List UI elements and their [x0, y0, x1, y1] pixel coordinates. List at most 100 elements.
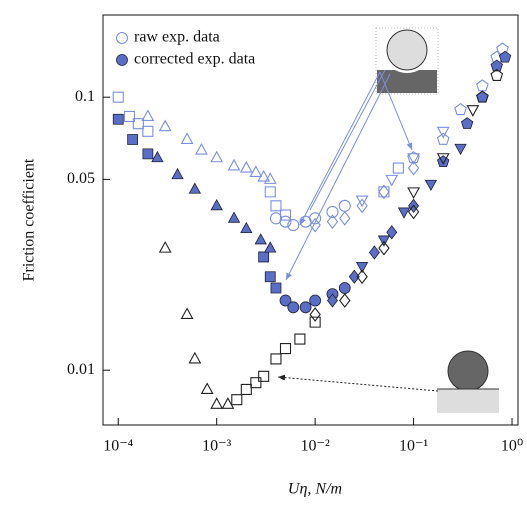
marker [180, 307, 194, 320]
marker [355, 195, 369, 208]
marker [466, 105, 480, 117]
series [231, 316, 321, 406]
marker [454, 143, 467, 156]
y-tick-label: 0.1 [75, 88, 95, 105]
marker [249, 165, 263, 178]
marker [460, 117, 474, 129]
marker [240, 221, 253, 234]
marker [368, 245, 380, 260]
marker [436, 126, 450, 139]
marker [407, 204, 420, 220]
marker [407, 153, 421, 165]
marker [309, 217, 321, 233]
marker [309, 294, 322, 307]
marker [498, 50, 512, 63]
marker [158, 119, 172, 132]
marker [142, 125, 154, 137]
marker [142, 148, 154, 160]
marker [112, 113, 124, 125]
marker [355, 262, 369, 274]
marker [264, 186, 276, 198]
marker [338, 282, 351, 294]
marker [158, 240, 172, 253]
marker [476, 79, 489, 92]
marker [210, 199, 223, 211]
series [355, 126, 450, 208]
marker [378, 240, 390, 256]
marker [200, 382, 214, 395]
arrows [277, 69, 439, 392]
marker [195, 142, 208, 155]
marker [424, 179, 438, 192]
marker [240, 383, 252, 396]
marker [436, 153, 450, 165]
marker [385, 174, 399, 187]
marker [279, 209, 292, 221]
inset-raw [375, 27, 439, 95]
marker [263, 172, 277, 184]
series [437, 50, 512, 168]
marker [356, 269, 368, 285]
marker [270, 200, 282, 212]
series [476, 68, 504, 103]
marker [356, 198, 368, 214]
marker [264, 241, 277, 253]
marker [348, 269, 360, 284]
marker [407, 187, 421, 200]
marker [270, 282, 282, 294]
x-tick-label: 10⁰ [501, 438, 523, 455]
marker [112, 91, 124, 103]
marker [250, 377, 262, 389]
marker [378, 184, 390, 200]
marker [326, 293, 338, 308]
marker [490, 59, 503, 72]
x-tick-label: 10⁻¹ [399, 438, 428, 455]
marker [386, 225, 398, 240]
marker [407, 151, 420, 164]
series [112, 113, 282, 294]
series [309, 204, 420, 322]
y-tick-label: 0.01 [67, 361, 95, 378]
series [158, 240, 235, 409]
marker [258, 251, 270, 263]
marker [294, 333, 306, 345]
marker [264, 271, 276, 283]
marker [257, 169, 271, 182]
marker [227, 158, 241, 171]
marker [151, 150, 164, 163]
marker [231, 394, 243, 406]
x-axis-label: Uη, N/m [288, 481, 342, 498]
legend-marker [116, 54, 128, 66]
plot-frame [102, 14, 519, 426]
marker [476, 90, 489, 103]
marker [454, 103, 467, 116]
marker [287, 301, 300, 314]
marker [171, 167, 184, 180]
legend-marker [115, 32, 129, 44]
marker [188, 182, 202, 194]
marker [378, 186, 390, 198]
marker [339, 293, 351, 308]
x-tick-label: 10⁻⁴ [103, 438, 133, 455]
marker [338, 199, 351, 212]
legend-label: corrected exp. data [134, 51, 255, 68]
marker [239, 160, 253, 173]
series [141, 109, 277, 184]
marker [279, 343, 292, 355]
marker [123, 110, 136, 123]
marker [392, 162, 404, 174]
marker [279, 215, 292, 228]
marker [326, 205, 339, 218]
marker [258, 370, 270, 382]
marker [326, 214, 339, 230]
series [151, 150, 277, 253]
marker [210, 150, 224, 163]
inset-corrected [437, 350, 499, 413]
marker [397, 207, 411, 219]
marker [221, 397, 235, 409]
marker [407, 160, 420, 176]
series [112, 91, 404, 221]
x-tick-label: 10⁻³ [202, 438, 231, 455]
marker [490, 68, 504, 81]
